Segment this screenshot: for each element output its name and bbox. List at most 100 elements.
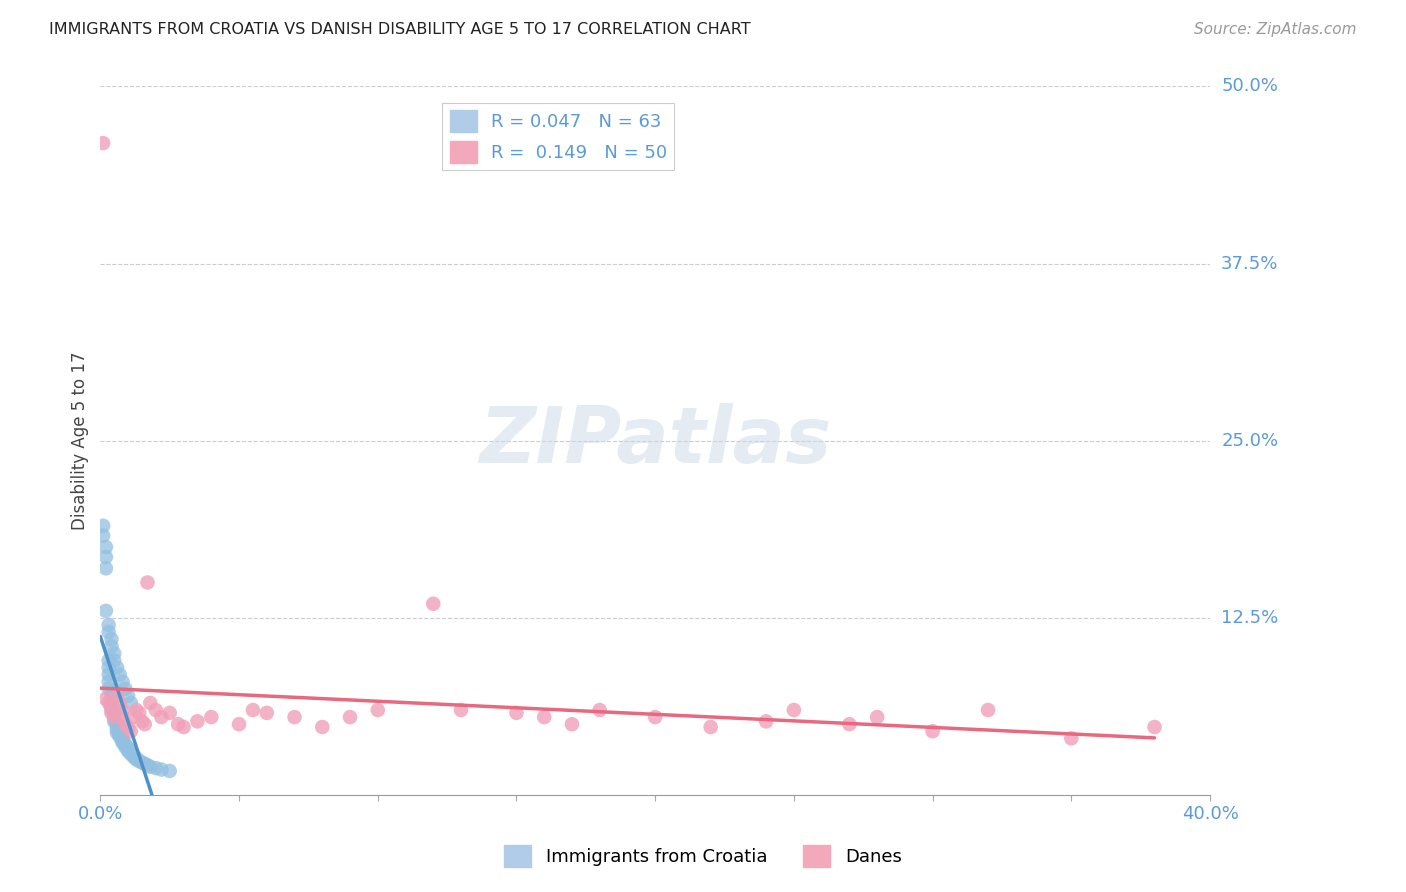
Point bbox=[228, 717, 250, 731]
Point bbox=[128, 754, 150, 768]
Point bbox=[111, 674, 134, 689]
Point bbox=[94, 549, 117, 564]
Point bbox=[100, 632, 122, 647]
Text: ZIPatlas: ZIPatlas bbox=[479, 403, 831, 479]
Point bbox=[150, 710, 173, 724]
Point bbox=[111, 732, 134, 747]
Point bbox=[100, 700, 122, 714]
Text: 50.0%: 50.0% bbox=[1222, 78, 1278, 95]
Point bbox=[105, 660, 128, 674]
Point bbox=[139, 696, 162, 710]
Point bbox=[533, 710, 555, 724]
Point bbox=[100, 686, 122, 700]
Point bbox=[136, 575, 159, 590]
Point bbox=[97, 674, 120, 689]
Point bbox=[105, 723, 128, 737]
Text: 37.5%: 37.5% bbox=[1222, 254, 1278, 273]
Point bbox=[108, 667, 131, 681]
Point bbox=[111, 736, 134, 750]
Point bbox=[122, 748, 145, 763]
Point bbox=[136, 758, 159, 772]
Point bbox=[1143, 720, 1166, 734]
Point bbox=[589, 703, 612, 717]
Point bbox=[120, 746, 142, 760]
Point bbox=[921, 724, 943, 739]
Point bbox=[505, 706, 527, 720]
Point bbox=[139, 760, 162, 774]
Point bbox=[256, 706, 278, 720]
Point bbox=[134, 717, 156, 731]
Point bbox=[111, 703, 134, 717]
Point bbox=[108, 730, 131, 744]
Point bbox=[94, 691, 117, 706]
Point bbox=[242, 703, 264, 717]
Point bbox=[103, 653, 125, 667]
Point bbox=[117, 744, 139, 758]
Point bbox=[120, 724, 142, 739]
Point bbox=[105, 725, 128, 739]
Point bbox=[111, 731, 134, 746]
Point bbox=[186, 714, 208, 729]
Point bbox=[105, 720, 128, 734]
Point bbox=[105, 717, 128, 731]
Point bbox=[167, 717, 190, 731]
Point bbox=[91, 518, 114, 533]
Point bbox=[339, 710, 361, 724]
Point bbox=[117, 689, 139, 703]
Point bbox=[561, 717, 583, 731]
Point bbox=[755, 714, 778, 729]
Point bbox=[122, 749, 145, 764]
Point bbox=[111, 710, 134, 724]
Point bbox=[97, 660, 120, 674]
Point bbox=[866, 710, 889, 724]
Text: 25.0%: 25.0% bbox=[1222, 432, 1278, 450]
Point bbox=[122, 710, 145, 724]
Point bbox=[103, 706, 125, 720]
Point bbox=[100, 706, 122, 720]
Point bbox=[108, 696, 131, 710]
Point bbox=[131, 756, 153, 770]
Point bbox=[103, 708, 125, 723]
Point bbox=[131, 714, 153, 729]
Point bbox=[283, 710, 305, 724]
Point bbox=[103, 710, 125, 724]
Legend: R = 0.047   N = 63, R =  0.149   N = 50: R = 0.047 N = 63, R = 0.149 N = 50 bbox=[443, 103, 675, 170]
Point bbox=[103, 712, 125, 726]
Point bbox=[97, 625, 120, 640]
Point bbox=[114, 739, 136, 753]
Point bbox=[699, 720, 721, 734]
Point bbox=[114, 737, 136, 751]
Point bbox=[783, 703, 806, 717]
Point bbox=[1060, 731, 1083, 746]
Point bbox=[977, 703, 1000, 717]
Point bbox=[94, 540, 117, 554]
Point bbox=[150, 763, 173, 777]
Point bbox=[114, 739, 136, 754]
Point bbox=[103, 714, 125, 729]
Point bbox=[450, 703, 472, 717]
Point bbox=[159, 706, 181, 720]
Point bbox=[128, 706, 150, 720]
Point bbox=[97, 618, 120, 632]
Legend: Immigrants from Croatia, Danes: Immigrants from Croatia, Danes bbox=[496, 838, 910, 874]
Point bbox=[134, 756, 156, 771]
Point bbox=[117, 742, 139, 756]
Point bbox=[91, 529, 114, 543]
Point bbox=[173, 720, 195, 734]
Y-axis label: Disability Age 5 to 17: Disability Age 5 to 17 bbox=[72, 351, 89, 530]
Point bbox=[117, 720, 139, 734]
Point bbox=[91, 136, 114, 150]
Point bbox=[125, 751, 148, 765]
Point bbox=[125, 753, 148, 767]
Point bbox=[644, 710, 666, 724]
Point bbox=[105, 689, 128, 703]
Point bbox=[97, 681, 120, 696]
Point bbox=[103, 646, 125, 660]
Point bbox=[145, 761, 167, 775]
Point bbox=[100, 691, 122, 706]
Point bbox=[159, 764, 181, 778]
Point bbox=[94, 604, 117, 618]
Point bbox=[114, 717, 136, 731]
Point bbox=[120, 747, 142, 761]
Point bbox=[94, 561, 117, 575]
